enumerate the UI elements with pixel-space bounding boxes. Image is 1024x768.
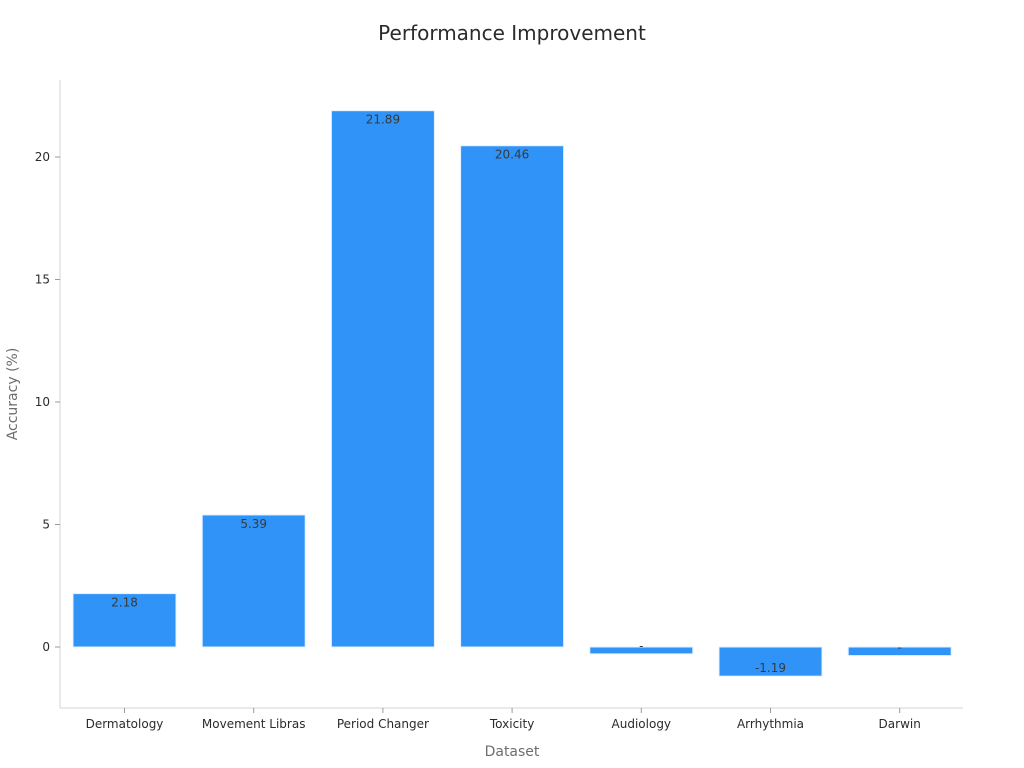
- bar-data-label: -: [639, 639, 643, 653]
- x-axis-label: Dataset: [485, 744, 540, 760]
- bar: [330, 110, 435, 648]
- y-tick-label: 0: [42, 640, 50, 654]
- bar: [201, 514, 306, 648]
- x-axis-ticks: Dermatology Movement Libras Period Changer…: [86, 708, 921, 731]
- x-tick-label: Dermatology: [86, 717, 164, 731]
- bar: [718, 646, 823, 677]
- bar: [847, 646, 952, 657]
- y-axis-label: Accuracy (%): [5, 348, 21, 441]
- y-tick-label: 15: [35, 273, 50, 287]
- x-tick-label: Period Changer: [337, 717, 429, 731]
- x-tick-label: Audiology: [612, 717, 672, 731]
- y-tick-label: 10: [35, 395, 50, 409]
- bar-data-label: 2.18: [111, 596, 138, 610]
- bar-data-label: -: [898, 641, 902, 655]
- chart-title: Performance Improvement: [378, 21, 646, 45]
- y-axis-ticks: 0 5 10 15 20: [35, 150, 60, 654]
- y-tick-label: 5: [42, 518, 50, 532]
- bar-data-label: 21.89: [366, 113, 400, 127]
- bar-data-label: 5.39: [240, 517, 267, 531]
- bar-data-label: 20.46: [495, 148, 529, 162]
- bar: [460, 145, 565, 648]
- x-tick-label: Arrhythmia: [737, 717, 804, 731]
- x-tick-label: Toxicity: [489, 717, 534, 731]
- y-tick-label: 20: [35, 150, 50, 164]
- x-tick-label: Darwin: [879, 717, 921, 731]
- bar: [589, 646, 694, 655]
- bar: [72, 593, 177, 648]
- x-tick-label: Movement Libras: [202, 717, 306, 731]
- bar-data-label: -1.19: [755, 661, 786, 675]
- bar-series: 2.18 5.39 21.89 20.46 - -1.19 -: [72, 110, 952, 677]
